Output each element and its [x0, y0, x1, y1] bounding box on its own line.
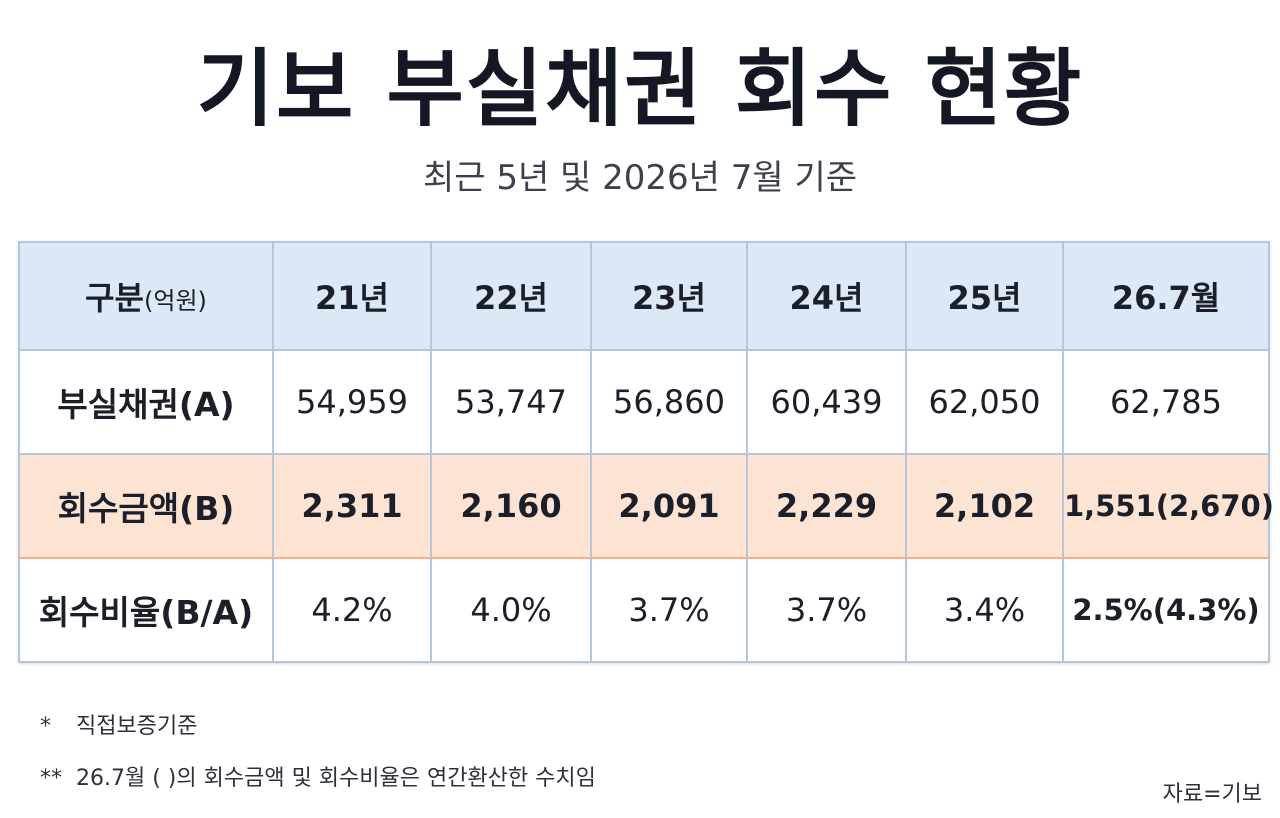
source: 자료=기보: [1162, 782, 1262, 807]
table-cell: 60,439: [746, 349, 907, 455]
row-label: 회수비율(B/A): [18, 557, 274, 663]
header-cell: 구분(억원): [18, 241, 274, 351]
table-cell: 2,091: [590, 453, 748, 559]
table-cell: 1,551(2,670): [1062, 453, 1274, 559]
header-label: 구분: [85, 279, 144, 317]
table-cell: 56,860: [590, 349, 748, 455]
table-cell: 2.5%(4.3%): [1062, 557, 1270, 663]
table-cell: 62,050: [905, 349, 1064, 455]
header-row: 구분(억원) 21년 22년 23년 24년 25년 26.7월: [18, 241, 1270, 351]
table-cell: 4.2%: [272, 557, 432, 663]
table-cell: 2,311: [272, 453, 432, 559]
footnote-text: 직접보증기준: [76, 714, 198, 739]
table-cell: 2,229: [746, 453, 907, 559]
table-cell: 54,959: [272, 349, 432, 455]
title: 기보 부실채권 회수 현황: [196, 40, 1084, 138]
header-unit: (억원): [144, 287, 207, 315]
footnote-text: 26.7월 ( )의 회수금액 및 회수비율은 연간환산한 수치임: [76, 766, 596, 791]
footnote: * 직접보증기준: [40, 708, 197, 740]
column-header: 25년: [905, 241, 1064, 351]
footnote-mark: **: [40, 766, 62, 791]
table-cell: 3.4%: [905, 557, 1064, 663]
footnote-mark: *: [40, 714, 51, 739]
table-row: 부실채권(A) 54,959 53,747 56,860 60,439 62,050 62,…: [18, 349, 1270, 455]
row-label: 회수금액(B): [18, 453, 274, 559]
table-cell: 53,747: [430, 349, 592, 455]
footnote: ** 26.7월 ( )의 회수금액 및 회수비율은 연간환산한 수치임: [40, 760, 596, 792]
table-cell: 3.7%: [590, 557, 748, 663]
column-header: 26.7월: [1062, 241, 1270, 351]
subtitle: 최근 5년 및 2026년 7월 기준: [422, 158, 858, 198]
recovery-table: 구분(억원) 21년 22년 23년 24년 25년 26.7월 부실채권(A) 54,95…: [18, 241, 1274, 663]
column-header: 24년: [746, 241, 907, 351]
table-cell: 2,102: [905, 453, 1064, 559]
column-header: 21년: [272, 241, 432, 351]
table-row: 회수금액(B) 2,311 2,160 2,091 2,229 2,102 1,551(2,…: [18, 453, 1274, 559]
column-header: 23년: [590, 241, 748, 351]
table-cell: 4.0%: [430, 557, 592, 663]
row-label: 부실채권(A): [18, 349, 274, 455]
table-cell: 62,785: [1062, 349, 1270, 455]
table-row: 회수비율(B/A) 4.2% 4.0% 3.7% 3.7% 3.4% 2.5%(4.3%): [18, 557, 1270, 663]
table-cell: 3.7%: [746, 557, 907, 663]
table-cell: 2,160: [430, 453, 592, 559]
column-header: 22년: [430, 241, 592, 351]
